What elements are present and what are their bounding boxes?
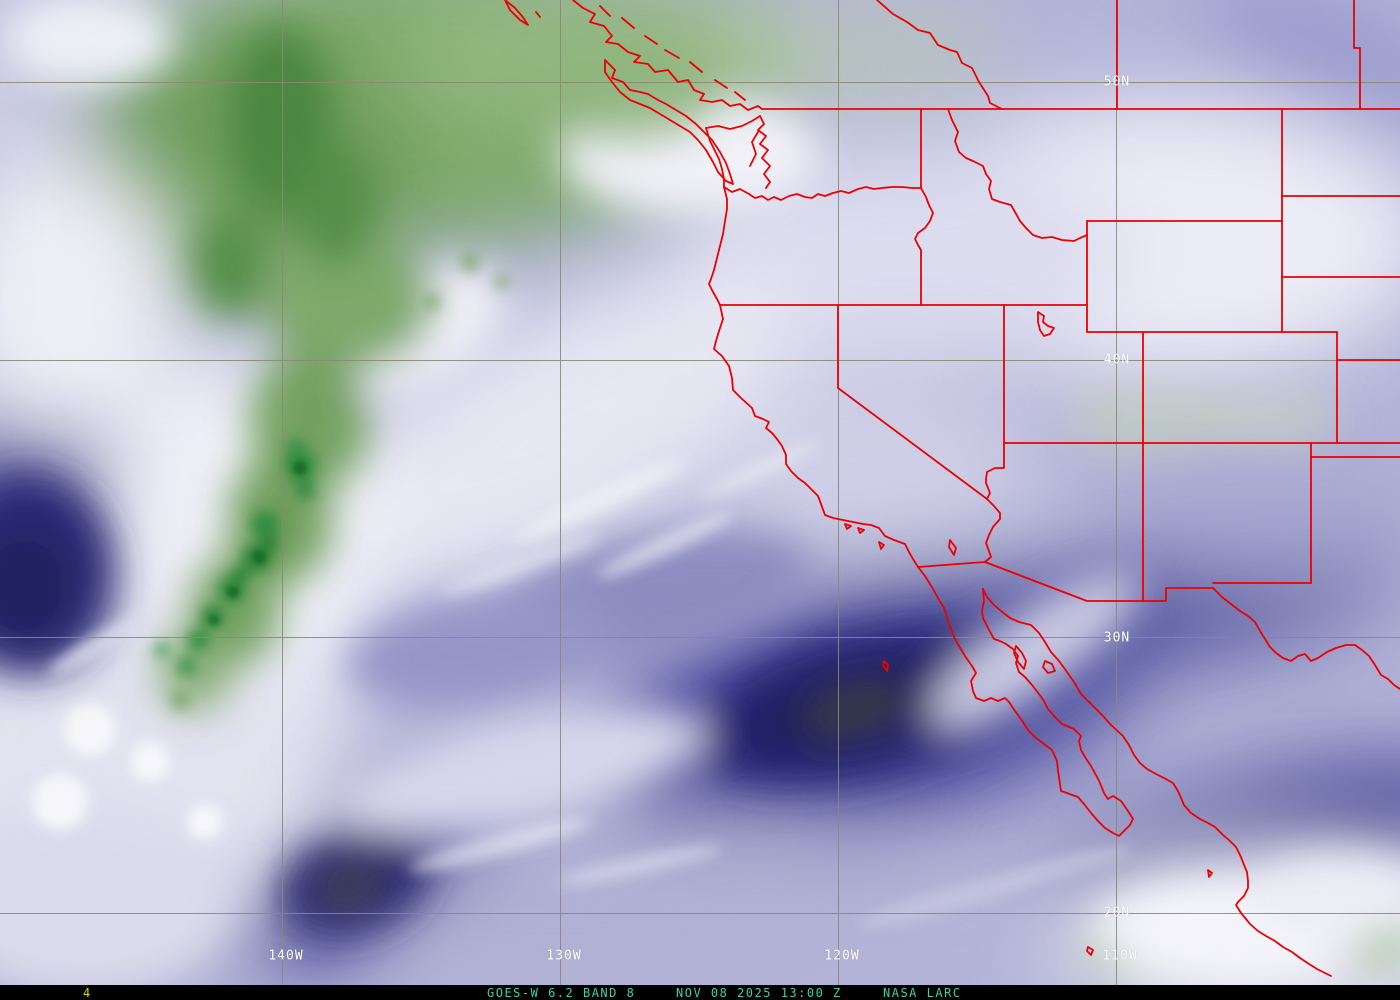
islas-marias bbox=[1207, 869, 1213, 878]
socorro-island bbox=[1086, 946, 1094, 956]
baja-california-gulf-coast bbox=[981, 588, 1134, 832]
grid-label-120w: 120W bbox=[824, 948, 860, 964]
vancouver-island bbox=[604, 59, 734, 185]
salton-sea bbox=[948, 539, 957, 556]
puget-sound bbox=[749, 115, 771, 189]
bc-alberta-border bbox=[876, 0, 1003, 110]
saskatchewan-manitoba-border bbox=[1353, 0, 1361, 110]
us-mexico-border-ca bbox=[917, 561, 986, 568]
grid-label-140w: 140W bbox=[268, 948, 304, 964]
strait-of-juan-de-fuca-shore bbox=[705, 115, 761, 130]
us-mexico-border-az-nm bbox=[984, 561, 1214, 602]
isla-tiburon bbox=[1042, 660, 1056, 674]
ca-nv-border bbox=[837, 304, 988, 500]
caption-bar bbox=[0, 985, 1400, 1000]
grid-label-130w: 130W bbox=[546, 948, 582, 964]
great-salt-lake bbox=[1037, 311, 1055, 337]
grid-label-50n: 50N bbox=[1103, 74, 1131, 90]
bc-fjords bbox=[599, 5, 746, 101]
grid-label-40n: 40N bbox=[1103, 352, 1131, 368]
grid-label-20n: 20N bbox=[1103, 905, 1131, 921]
sonora-sinaloa-coastline bbox=[982, 588, 1332, 977]
oregon-coastline bbox=[708, 186, 728, 306]
timestamp-label: NOV 08 2025 13:00 Z bbox=[676, 986, 842, 1000]
california-coastline bbox=[713, 304, 919, 568]
washington-coastline bbox=[705, 127, 725, 188]
product-label: GOES-W 6.2 BAND 8 bbox=[487, 986, 636, 1000]
credit-label: NASA LARC bbox=[883, 986, 962, 1000]
channel-islands bbox=[844, 523, 885, 550]
grid-label-30n: 30N bbox=[1103, 630, 1131, 646]
wa-or-border-columbia-river bbox=[723, 186, 922, 201]
ca-az-border-colorado-river bbox=[984, 498, 1001, 563]
us-mexico-border-rio-grande bbox=[1212, 587, 1400, 690]
guadalupe-island bbox=[882, 660, 889, 672]
bc-coastline bbox=[572, 0, 763, 111]
map-boundaries bbox=[504, 0, 1400, 977]
mt-id-border-bitterroot bbox=[947, 108, 1088, 242]
frame-number: 4 bbox=[83, 986, 92, 1000]
nv-az-border-colorado-river bbox=[985, 442, 1005, 500]
baja-california-west-coast bbox=[917, 566, 1125, 837]
haida-gwaii-island bbox=[504, 0, 541, 26]
grid-label-110w: 110W bbox=[1102, 948, 1138, 964]
or-id-border-snake-river bbox=[914, 187, 934, 306]
isla-angel-de-la-guarda bbox=[1013, 645, 1027, 670]
